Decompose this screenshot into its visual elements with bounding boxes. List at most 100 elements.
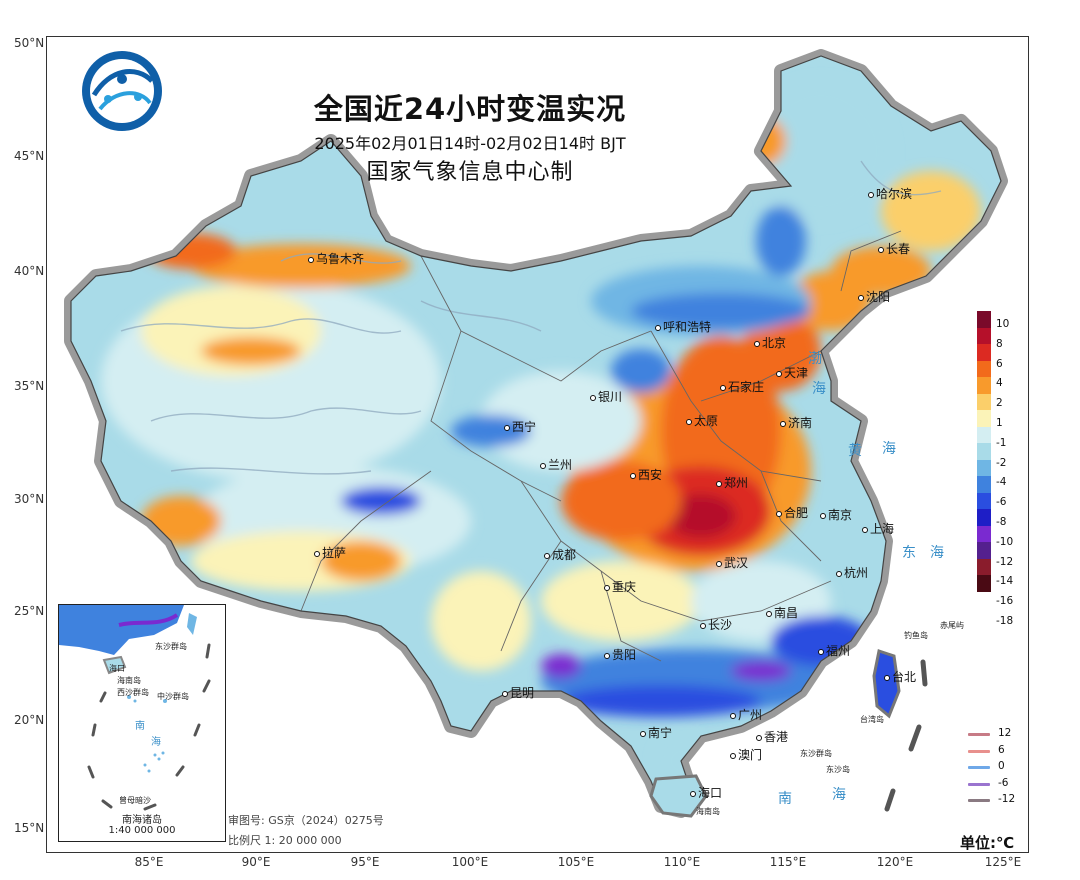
legend-swatch (977, 360, 991, 377)
inset-xisha-label: 西沙群岛 (117, 688, 149, 697)
inset-title: 南海诸岛 (122, 815, 162, 826)
logo-icon (80, 49, 164, 133)
lon-label: 90°E (241, 855, 271, 869)
city-haikou: 海口 (690, 784, 722, 801)
city-nanning: 南宁 (640, 724, 672, 741)
sea-label: 海 (812, 381, 836, 397)
unit-label: 单位:℃ (960, 834, 1015, 852)
city-changchun: 长春 (878, 240, 910, 257)
inset-dongsha-label: 东沙群岛 (155, 642, 187, 651)
chiwei-island-label: 赤尾屿 (940, 621, 964, 630)
city-shijiazhuang: 石家庄 (720, 378, 764, 395)
inset-zhongsha-label: 中沙群岛 (157, 692, 189, 701)
legend-label: 10 (996, 318, 1010, 330)
city-taiyuan: 太原 (686, 412, 718, 429)
legend-label: -12 (996, 555, 1014, 568)
legend-label: -16 (996, 595, 1014, 608)
city-nanchang: 南昌 (766, 604, 798, 621)
sea-label: 海 (930, 545, 954, 561)
sea-label: 海 (882, 441, 906, 457)
legend-swatch (977, 542, 991, 559)
legend-label: -4 (996, 476, 1007, 489)
lat-label: 45°N (14, 149, 45, 163)
city-guiyang: 贵阳 (604, 646, 636, 663)
city-shanghai: 上海 (862, 520, 894, 537)
city-macau: 澳门 (730, 746, 762, 763)
contour-line-label: 12 (998, 727, 1012, 739)
city-zhengzhou: 郑州 (716, 474, 748, 491)
legend-label: -6 (996, 496, 1007, 509)
lon-label: 105°E (557, 855, 595, 869)
lon-label: 95°E (350, 855, 380, 869)
taiwan-island-label: 台湾岛 (860, 715, 884, 724)
legend-swatch (977, 525, 991, 542)
legend-swatch (977, 558, 991, 575)
lon-label: 120°E (876, 855, 914, 869)
contour-line-swatch (968, 766, 990, 769)
review-number: 审图号: GS京（2024）0275号 (228, 814, 384, 827)
lat-label: 25°N (14, 604, 45, 618)
contour-line-swatch (968, 749, 990, 753)
city-yinchuan: 银川 (590, 388, 622, 405)
city-fuzhou: 福州 (818, 642, 850, 659)
inset-scale: 1:40 000 000 (108, 825, 176, 836)
inset-hainan-label: 海南岛 (117, 676, 141, 685)
lat-label: 20°N (14, 713, 45, 727)
legend-swatch (977, 327, 991, 344)
city-lhasa: 拉萨 (314, 544, 346, 561)
lon-label: 85°E (134, 855, 164, 869)
contour-line-label: -6 (998, 776, 1009, 789)
city-beijing: 北京 (754, 334, 786, 351)
legend-label: -14 (996, 575, 1014, 588)
lat-label: 15°N (14, 821, 45, 835)
legend-label: -10 (996, 535, 1014, 548)
sea-label: 渤 (808, 351, 832, 367)
city-nanjing: 南京 (820, 506, 852, 523)
contour-line-label: 6 (998, 743, 1005, 756)
legend-label: 8 (996, 337, 1003, 350)
dongsha-islands-label: 东沙群岛 (800, 749, 832, 758)
city-lanzhou: 兰州 (540, 456, 572, 473)
sea-label: 南 (778, 791, 802, 807)
city-guangzhou: 广州 (730, 706, 762, 723)
map-title: 全国近24小时变温实况 (313, 92, 627, 126)
legend-label: 6 (996, 357, 1003, 370)
legend-swatch (977, 410, 991, 427)
legend-swatch (977, 575, 991, 592)
lon-label: 125°E (984, 855, 1022, 869)
city-hongkong: 香港 (756, 728, 788, 745)
lat-label: 35°N (14, 379, 45, 393)
city-chengdu: 成都 (544, 546, 576, 563)
legend-swatch (977, 311, 991, 328)
legend-swatch (977, 443, 991, 460)
lon-label: 115°E (769, 855, 807, 869)
city-jinan: 济南 (780, 414, 812, 431)
contour-line-swatch (968, 733, 990, 736)
city-chongqing: 重庆 (604, 578, 636, 595)
legend-swatch (977, 344, 991, 361)
city-urumqi: 乌鲁木齐 (308, 250, 364, 267)
city-hefei: 合肥 (776, 504, 808, 521)
city-hangzhou: 杭州 (836, 564, 868, 581)
legend-swatch (977, 377, 991, 394)
sea-label: 黄 (848, 443, 872, 459)
legend-swatch (977, 426, 991, 443)
contour-line-swatch (968, 782, 990, 786)
color-legend (977, 311, 991, 592)
inset-sea-label: 海 (151, 737, 161, 748)
legend-label: 4 (996, 377, 1003, 390)
legend-swatch (977, 393, 991, 410)
legend-label: 2 (996, 397, 1003, 410)
hainan-island-label: 海南岛 (696, 807, 720, 816)
lat-label: 40°N (14, 264, 45, 278)
sea-label: 东 (902, 545, 926, 561)
diaoyu-island-label: 钓鱼岛 (904, 631, 928, 640)
lon-label: 110°E (663, 855, 701, 869)
city-changsha: 长沙 (700, 616, 732, 633)
inset-zengmu-label: 曾母暗沙 (119, 796, 151, 805)
city-hohhot: 呼和浩特 (655, 318, 711, 335)
city-xian: 西安 (630, 466, 662, 483)
inset-map (59, 605, 211, 811)
legend-label: -2 (996, 456, 1007, 469)
